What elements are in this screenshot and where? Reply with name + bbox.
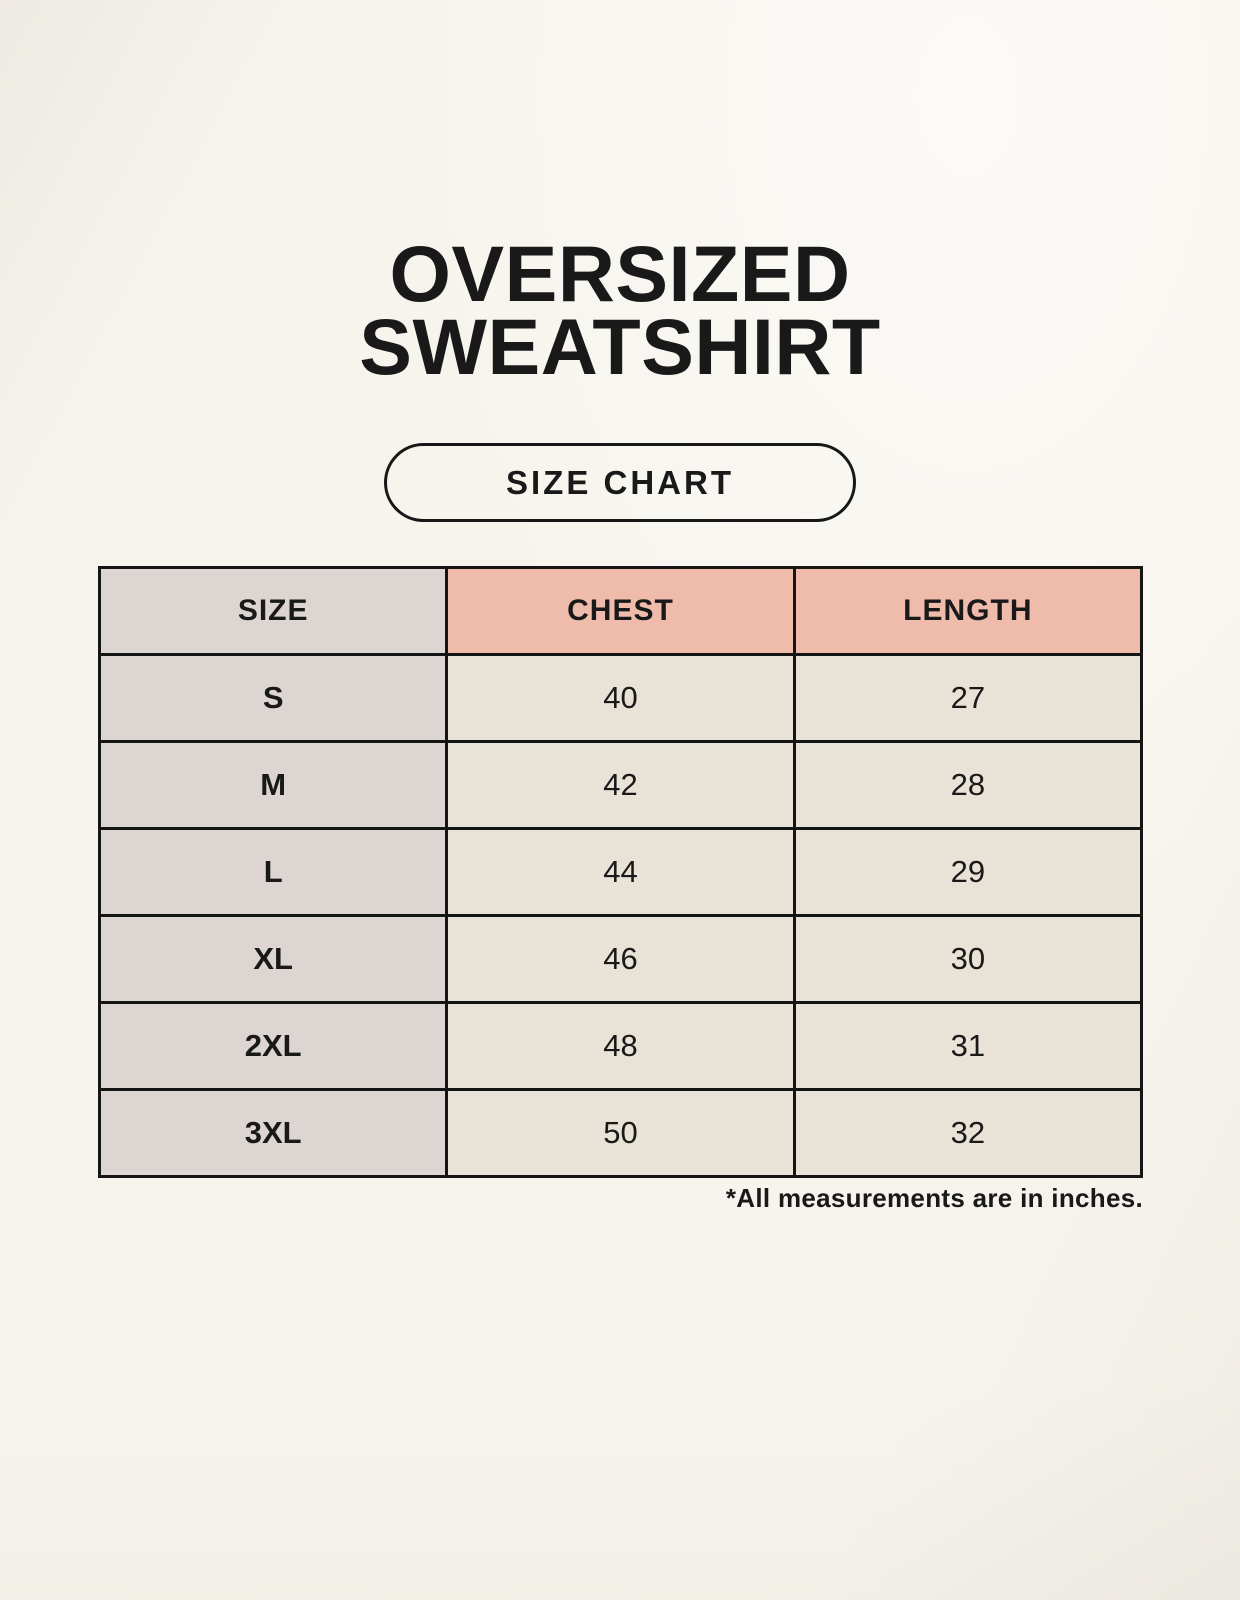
length-cell: 27 <box>792 653 1144 743</box>
chest-cell: 46 <box>445 914 796 1004</box>
header-row: SIZE CHEST LENGTH <box>97 566 1144 656</box>
size-cell: 2XL <box>97 1001 449 1091</box>
page-title-line-1: OVERSIZED <box>389 229 851 318</box>
header-cell-size: SIZE <box>97 566 449 656</box>
chest-cell: 42 <box>445 740 796 830</box>
length-cell: 28 <box>792 740 1144 830</box>
size-cell: S <box>97 653 449 743</box>
table-row-xl: XL 46 30 <box>97 914 1144 1004</box>
length-cell: 29 <box>792 827 1144 917</box>
header-cell-chest: CHEST <box>445 566 796 656</box>
table-row-3xl: 3XL 50 32 <box>97 1088 1144 1178</box>
page-title: OVERSIZED SWEATSHIRT <box>0 229 1240 391</box>
size-cell: L <box>97 827 449 917</box>
size-cell: 3XL <box>97 1088 449 1178</box>
table-row-2xl: 2XL 48 31 <box>97 1001 1144 1091</box>
table-row-l: L 44 29 <box>97 827 1144 917</box>
page-title-line-2: SWEATSHIRT <box>359 302 881 391</box>
size-chart-table-body: S 40 27 M 42 28 L 44 29 XL 46 30 2XL 48 <box>97 653 1144 1178</box>
length-cell: 32 <box>792 1088 1144 1178</box>
length-cell: 31 <box>792 1001 1144 1091</box>
chest-cell: 40 <box>445 653 796 743</box>
header-cell-length: LENGTH <box>792 566 1144 656</box>
size-chart-badge-label: SIZE CHART <box>506 463 734 501</box>
measurements-footnote: *All measurements are in inches. <box>725 1183 1143 1213</box>
length-cell: 30 <box>792 914 1144 1004</box>
chest-cell: 50 <box>445 1088 796 1178</box>
size-cell: XL <box>97 914 449 1004</box>
chest-cell: 48 <box>445 1001 796 1091</box>
size-chart-badge[interactable]: SIZE CHART <box>384 443 856 522</box>
size-chart-table-header: SIZE CHEST LENGTH <box>97 566 1144 656</box>
size-cell: M <box>97 740 449 830</box>
table-row-m: M 42 28 <box>97 740 1144 830</box>
table-row-s: S 40 27 <box>97 653 1144 743</box>
size-chart-table: SIZE CHEST LENGTH S 40 27 M 42 28 L 44 2… <box>97 566 1144 1178</box>
chest-cell: 44 <box>445 827 796 917</box>
